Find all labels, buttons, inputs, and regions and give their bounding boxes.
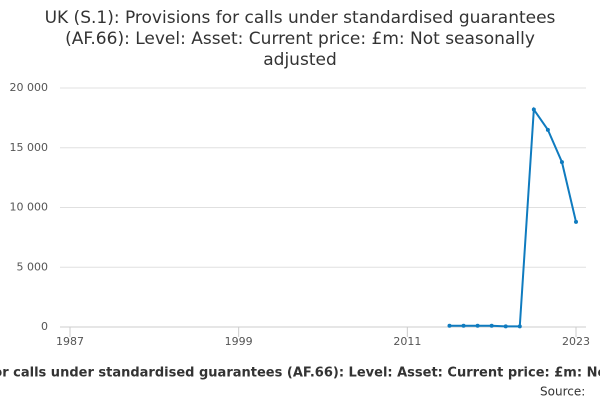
x-tick-label: 2023 bbox=[562, 335, 590, 348]
title-line: (AF.66): Level: Asset: Current price: £m… bbox=[65, 29, 535, 49]
point bbox=[574, 219, 578, 224]
title: UK (S.1): Provisions for calls under sta… bbox=[45, 8, 556, 70]
x-tick-label: 1999 bbox=[225, 335, 253, 348]
y-tick-label: 15 000 bbox=[10, 141, 49, 154]
x-tick-label: 2011 bbox=[393, 335, 421, 348]
x-tick-label: 1987 bbox=[56, 335, 84, 348]
point bbox=[545, 127, 550, 132]
y-tick-label: 0 bbox=[41, 320, 48, 333]
y-tick-label: 10 000 bbox=[10, 201, 49, 214]
point bbox=[559, 160, 564, 165]
source: Source: bbox=[540, 385, 585, 399]
point bbox=[489, 323, 494, 328]
point bbox=[503, 324, 508, 329]
x-axis-label: UK (S.1): Provisions for calls under sta… bbox=[0, 366, 600, 381]
point bbox=[531, 107, 536, 112]
y-tick-label: 20 000 bbox=[10, 81, 49, 94]
point bbox=[447, 323, 452, 328]
line bbox=[449, 106, 577, 328]
title-line: adjusted bbox=[263, 50, 336, 70]
title-line: UK (S.1): Provisions for calls under sta… bbox=[45, 8, 556, 28]
point bbox=[461, 323, 466, 328]
y-tick-label: 5 000 bbox=[17, 260, 49, 273]
point bbox=[475, 323, 480, 328]
point bbox=[517, 324, 522, 329]
